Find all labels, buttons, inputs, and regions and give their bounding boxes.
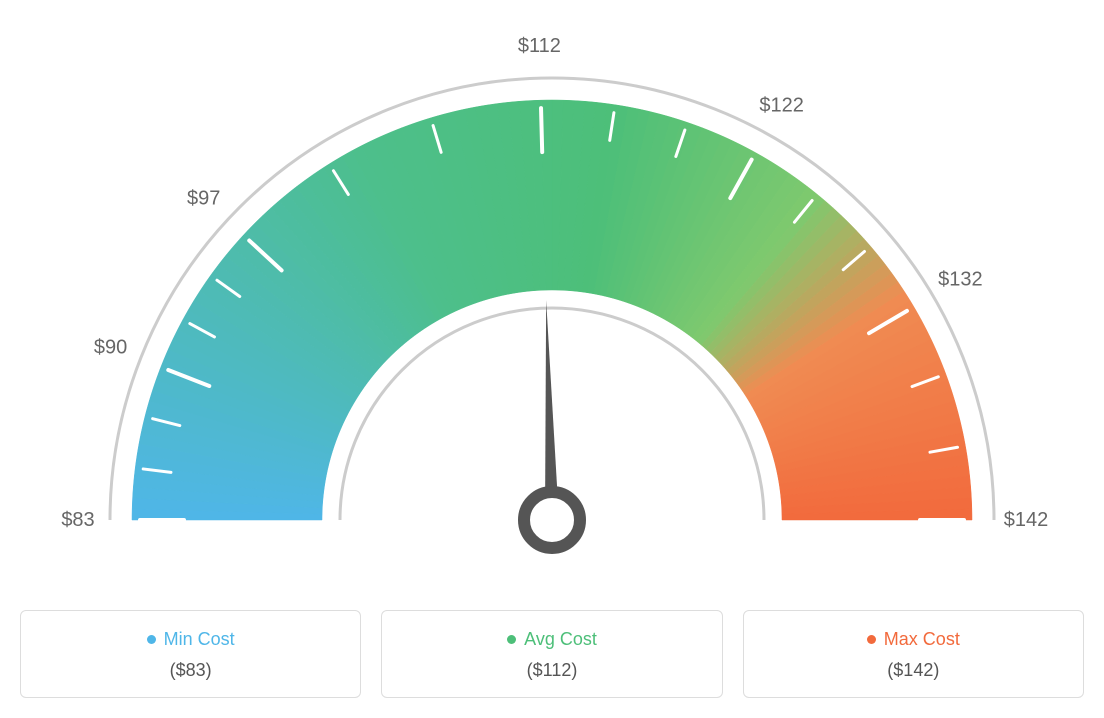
svg-text:$90: $90 (94, 336, 127, 358)
legend-label-max: Max Cost (884, 629, 960, 650)
svg-text:$97: $97 (187, 187, 220, 209)
svg-text:$142: $142 (1004, 509, 1049, 531)
dot-icon-avg (507, 635, 516, 644)
legend-value-avg: ($112) (392, 660, 711, 681)
legend-card-max: Max Cost ($142) (743, 610, 1084, 698)
svg-text:$122: $122 (759, 94, 804, 116)
svg-text:$83: $83 (61, 509, 94, 531)
svg-text:$112: $112 (518, 35, 561, 57)
dot-icon-min (147, 635, 156, 644)
svg-text:$132: $132 (938, 268, 983, 290)
legend-label-avg: Avg Cost (524, 629, 597, 650)
legend-title-max: Max Cost (867, 629, 960, 650)
legend-value-min: ($83) (31, 660, 350, 681)
cost-gauge: $83 $90 $97 $112 $122 $132 $142 (20, 20, 1084, 580)
gauge-svg: $83 $90 $97 $112 $122 $132 $142 (20, 20, 1084, 580)
legend-card-min: Min Cost ($83) (20, 610, 361, 698)
legend-label-min: Min Cost (164, 629, 235, 650)
legend-card-avg: Avg Cost ($112) (381, 610, 722, 698)
legend-value-max: ($142) (754, 660, 1073, 681)
dot-icon-max (867, 635, 876, 644)
legend-title-avg: Avg Cost (507, 629, 597, 650)
legend-row: Min Cost ($83) Avg Cost ($112) Max Cost … (20, 610, 1084, 698)
legend-title-min: Min Cost (147, 629, 235, 650)
